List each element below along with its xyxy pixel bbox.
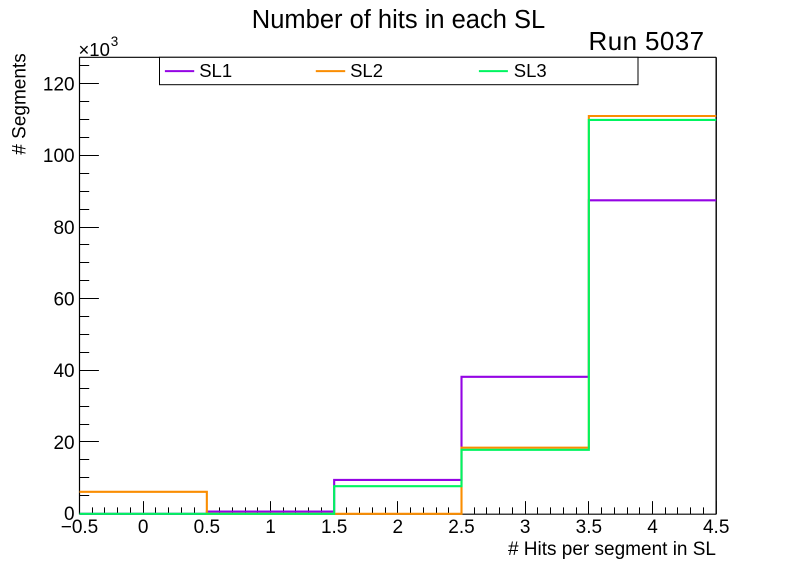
- svg-text:3: 3: [111, 34, 119, 49]
- svg-text:Number of hits in each SL: Number of hits in each SL: [252, 6, 545, 34]
- svg-text:100: 100: [43, 146, 75, 167]
- svg-text:2.5: 2.5: [448, 517, 474, 538]
- svg-text:40: 40: [53, 361, 74, 382]
- svg-text:2: 2: [393, 517, 404, 538]
- svg-text:0: 0: [138, 517, 149, 538]
- svg-text:4.5: 4.5: [703, 517, 729, 538]
- svg-text:SL3: SL3: [514, 60, 547, 81]
- svg-text:SL2: SL2: [350, 60, 383, 81]
- svg-text:1: 1: [265, 517, 276, 538]
- svg-text:×10: ×10: [79, 39, 110, 60]
- svg-text:# Hits per segment in SL: # Hits per segment in SL: [508, 539, 716, 560]
- svg-text:80: 80: [53, 218, 74, 239]
- svg-text:0: 0: [64, 504, 75, 525]
- svg-text:3: 3: [520, 517, 531, 538]
- svg-text:−0.5: −0.5: [61, 517, 99, 538]
- svg-text:60: 60: [53, 290, 74, 311]
- svg-text:20: 20: [53, 433, 74, 454]
- svg-text:1.5: 1.5: [321, 517, 347, 538]
- svg-text:Run 5037: Run 5037: [589, 26, 705, 56]
- svg-text:# Segments: # Segments: [10, 53, 31, 154]
- svg-text:120: 120: [43, 75, 75, 96]
- svg-text:0.5: 0.5: [194, 517, 220, 538]
- svg-text:4: 4: [647, 517, 658, 538]
- svg-text:3.5: 3.5: [576, 517, 602, 538]
- svg-text:SL1: SL1: [199, 60, 232, 81]
